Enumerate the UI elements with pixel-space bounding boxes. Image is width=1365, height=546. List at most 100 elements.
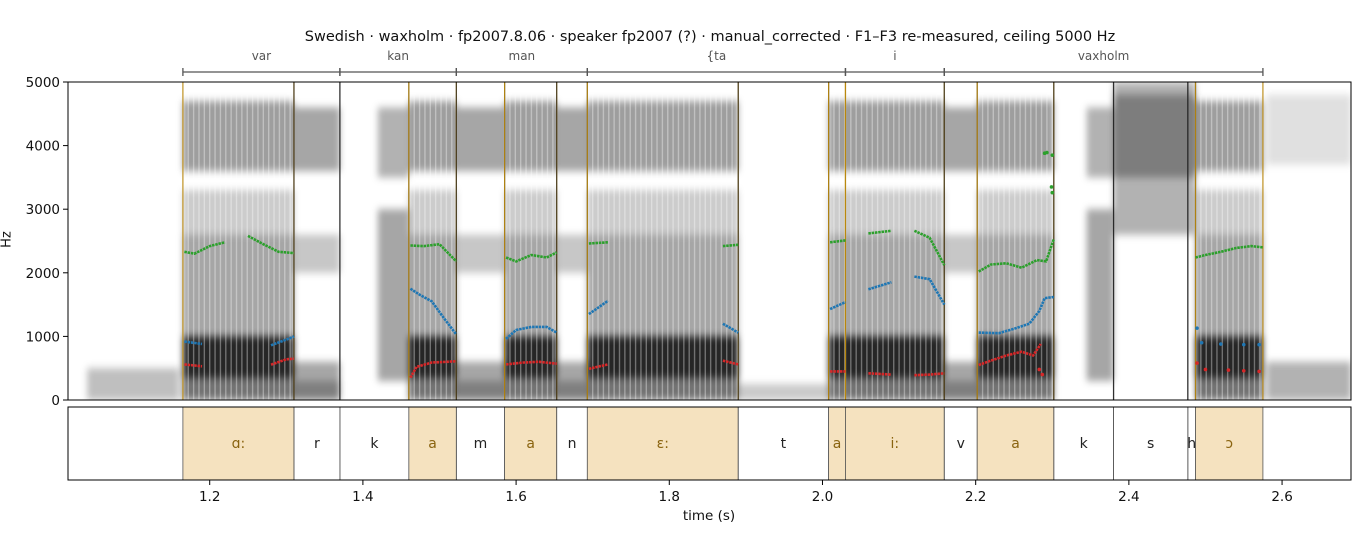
formant-f2-point (1257, 342, 1261, 347)
spectral-energy-band (587, 190, 739, 235)
spectral-energy-band (1195, 234, 1263, 292)
spectral-energy-band (408, 234, 457, 292)
segment-tier: ɑ: r k a m a n ɛ: t a i: v a k s h ɔ (67, 406, 1352, 481)
segment-label: n (568, 436, 577, 452)
spectral-energy-band (504, 336, 557, 378)
chart-title: Swedish · waxholm · fp2007.8.06 · speake… (304, 29, 1116, 45)
segment-label: ɔ (1225, 436, 1233, 452)
spectral-energy-band (293, 361, 340, 381)
spectral-energy-band (456, 380, 505, 400)
spectral-energy-band (1195, 190, 1263, 235)
formant-f2-track (270, 335, 295, 347)
formant-f3-track (913, 229, 946, 266)
spectral-energy-band (377, 107, 409, 178)
vowel-segment (586, 406, 739, 481)
x-tick-label: 2.4 (1118, 489, 1139, 505)
formant-f2-track (505, 325, 558, 340)
segment-label: k (370, 436, 379, 452)
segment-label: a (833, 436, 842, 452)
y-tick-label: 5000 (26, 75, 60, 91)
spectral-energy-band (1187, 94, 1196, 178)
spectral-energy-band (977, 377, 1054, 400)
spectral-energy-band (1113, 94, 1188, 178)
spectral-energy-band (1195, 377, 1263, 400)
spectral-energy-band (845, 336, 945, 378)
formant-f3-track (1195, 244, 1264, 259)
spectral-energy-band (1266, 94, 1351, 165)
segment-tier-frame (67, 406, 1352, 481)
spectral-energy-band (456, 361, 505, 381)
spectral-energy-band (845, 101, 945, 172)
spectral-energy-band (977, 234, 1054, 292)
spectral-energy-band (504, 291, 557, 337)
spectral-energy-band (1086, 209, 1114, 381)
x-tick-label: 1.4 (352, 489, 373, 505)
formant-f1-track (270, 357, 295, 366)
spectral-energy-band (587, 234, 739, 292)
spectral-energy-band (377, 209, 409, 381)
spectral-energy-band (293, 107, 340, 172)
segment-label: t (781, 436, 787, 452)
spectral-energy-band (587, 101, 739, 172)
formant-f1-point (1241, 368, 1246, 373)
spectral-energy-band (828, 101, 846, 172)
spectral-energy-band (845, 234, 945, 292)
formant-f1-point (1195, 361, 1199, 365)
y-axis: 0 1000 2000 3000 4000 5000 (26, 75, 68, 409)
vowel-segment (504, 406, 558, 481)
x-tick-label: 1.6 (505, 489, 526, 505)
segment-boundaries (182, 82, 1264, 400)
spectral-energy-band (456, 234, 505, 273)
spectral-energy-band (182, 190, 294, 235)
formant-f3-point (1050, 153, 1055, 157)
x-tick-label: 2.0 (812, 489, 833, 505)
spectral-energy-band (408, 377, 457, 400)
spectral-energy-band (944, 107, 978, 172)
formant-f1-track (184, 363, 203, 368)
formant-f1-track (914, 372, 945, 377)
spectral-energy-band (504, 377, 557, 400)
spectral-energy-band (1195, 291, 1263, 337)
spectral-energy-band (944, 234, 978, 273)
spectral-energy-band (556, 234, 588, 273)
formant-f3-track (184, 241, 226, 255)
segment-label: s (1147, 436, 1154, 452)
spectral-energy-band (845, 190, 945, 235)
formant-f2-track (722, 322, 739, 334)
spectral-energy-band (87, 368, 180, 400)
x-axis-label: time (s) (682, 508, 736, 524)
spectral-energy-band (408, 101, 457, 172)
spectral-energy-band (828, 234, 846, 292)
segment-label: a (428, 436, 437, 452)
spectrogram-image (87, 82, 1351, 400)
spectral-energy-band (456, 107, 505, 172)
spectrogram-frame (67, 81, 1352, 401)
segment-label: ɛ: (657, 436, 669, 452)
vowel-segment (976, 406, 1055, 481)
formant-f2-track (978, 295, 1054, 335)
y-tick-label: 3000 (26, 202, 60, 218)
word-label: {ta (707, 49, 727, 63)
spectral-energy-band (504, 190, 557, 235)
formant-f1-point (1040, 372, 1045, 377)
formant-f3-point (1045, 150, 1049, 155)
spectral-energy-band (944, 380, 978, 400)
spectral-energy-band (182, 377, 294, 400)
formant-f2-point (1199, 340, 1204, 345)
x-tick-label: 1.2 (199, 489, 220, 505)
y-tick-label: 4000 (26, 139, 60, 155)
formant-f2-track (914, 275, 946, 306)
formant-f1-point (1257, 369, 1261, 374)
segment-label: ɑ: (232, 436, 246, 452)
x-tick-label: 2.6 (1271, 489, 1292, 505)
spectral-energy-band (293, 234, 340, 273)
segment-label: a (526, 436, 535, 452)
word-label: i (893, 49, 896, 63)
formant-f2-track (409, 287, 458, 336)
segment-label: i: (891, 436, 900, 452)
formant-f2-track (868, 281, 892, 291)
word-label: vaxholm (1078, 49, 1130, 63)
spectral-energy-band (738, 384, 829, 400)
spectral-energy-band (828, 336, 846, 378)
